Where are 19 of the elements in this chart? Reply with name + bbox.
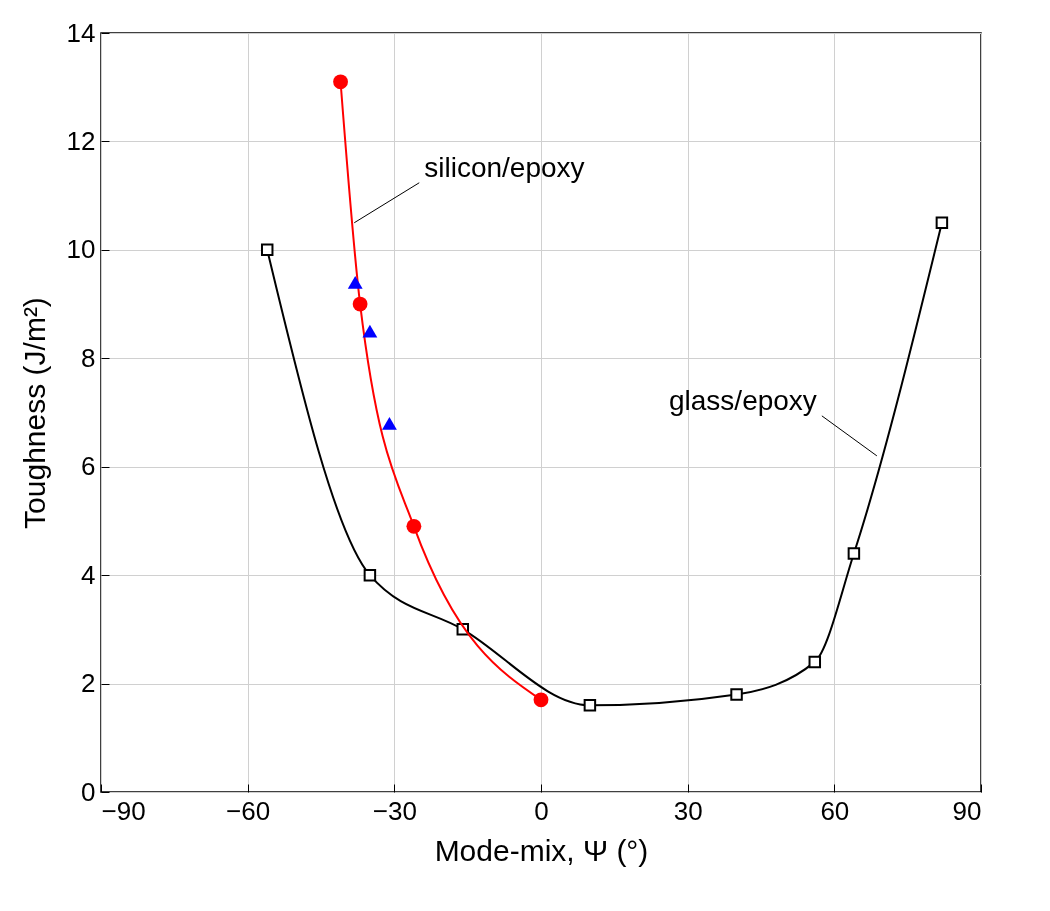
y-tick-label: 14 [66,17,96,48]
x-tick-label: −60 [226,795,271,826]
x-tick-label: 90 [952,795,982,826]
x-tick-label: −30 [372,795,417,826]
y-tick-label: 6 [81,451,96,482]
y-axis-title: Toughness (J/m²) [17,297,51,529]
annotation: silicon/epoxy [424,151,585,183]
y-tick-label: 10 [66,234,96,265]
x-tick-label: 60 [820,795,850,826]
y-tick-label: 4 [81,559,96,590]
x-tick-label: −90 [101,795,146,826]
y-tick-label: 2 [81,668,96,699]
x-tick-label: 0 [534,795,549,826]
annotation: glass/epoxy [668,384,817,416]
y-tick-label: 12 [66,125,96,156]
y-tick-label: 0 [81,776,96,807]
x-axis-title: Mode-mix, Ψ (°) [434,833,649,867]
y-tick-label: 8 [81,342,96,373]
x-tick-label: 30 [673,795,703,826]
